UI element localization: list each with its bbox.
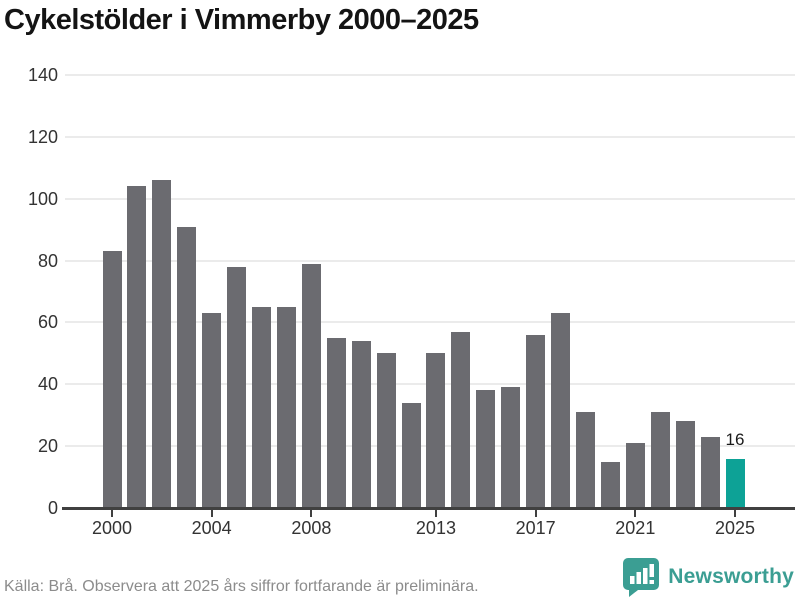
bar-2022 (650, 412, 670, 508)
gridline-140 (65, 74, 795, 76)
gridline-120 (65, 135, 795, 138)
bar-2015 (476, 390, 496, 508)
x-tick-2004 (210, 509, 213, 517)
y-tick-label-80: 80 (37, 250, 58, 271)
newsworthy-logo[interactable]: Newsworthy (622, 556, 794, 598)
x-tick-label-2004: 2004 (191, 518, 232, 538)
y-tick-label-100: 100 (27, 188, 58, 209)
bar-2011 (376, 353, 396, 508)
y-tick-label-60: 60 (37, 312, 58, 333)
source-note: Källa: Brå. Observera att 2025 års siffr… (4, 578, 479, 595)
y-tick-label-120: 120 (27, 126, 58, 147)
x-tick-label-2000: 2000 (91, 518, 133, 538)
bar-2016 (501, 387, 521, 508)
bar-2005 (227, 266, 247, 508)
newsworthy-wordmark: Newsworthy (668, 565, 794, 588)
y-tick-label-20: 20 (37, 436, 58, 457)
x-tick-label-2021: 2021 (615, 518, 656, 538)
chart-title: Cykelstölder i Vimmerby 2000–2025 (4, 4, 479, 36)
bar-2025 (725, 458, 745, 508)
x-axis-line (62, 507, 795, 510)
gridline-100 (65, 197, 795, 200)
x-tick-2017 (534, 509, 537, 517)
bar-2001 (127, 186, 147, 508)
x-tick-2008 (310, 509, 313, 517)
bar-2006 (252, 306, 272, 508)
gridline-80 (65, 259, 795, 262)
bar-2004 (202, 313, 222, 508)
x-tick-label-2017: 2017 (515, 518, 556, 538)
y-tick-label-0: 0 (47, 498, 58, 518)
bar-2021 (625, 443, 645, 508)
bar-2014 (451, 331, 471, 508)
bar-2007 (276, 306, 296, 508)
bar-2023 (675, 421, 695, 508)
bar-2012 (401, 402, 421, 508)
gridline-60 (65, 321, 795, 324)
bar-2019 (575, 412, 595, 508)
bar-2013 (426, 353, 446, 508)
bar-2010 (351, 340, 371, 508)
x-tick-2025 (734, 509, 736, 517)
bar-2008 (301, 263, 321, 508)
x-tick-2013 (434, 509, 437, 517)
bar-2000 (102, 251, 122, 508)
x-tick-label-2025: 2025 (714, 518, 756, 538)
x-tick-label-2008: 2008 (291, 518, 332, 538)
y-tick-label-140: 140 (27, 65, 58, 85)
y-tick-label-40: 40 (37, 374, 58, 395)
bar-2024 (700, 436, 720, 508)
bar-2003 (177, 226, 197, 508)
x-tick-2021 (634, 509, 637, 517)
bar-2020 (600, 461, 620, 508)
bar-2002 (152, 180, 172, 508)
newsworthy-icon (623, 558, 660, 597)
highlight-value-label: 16 (725, 429, 745, 449)
bar-2009 (326, 337, 346, 508)
bar-2017 (526, 334, 546, 508)
bar-2018 (551, 313, 571, 508)
x-tick-label-2013: 2013 (415, 518, 456, 538)
x-tick-2000 (111, 509, 113, 517)
